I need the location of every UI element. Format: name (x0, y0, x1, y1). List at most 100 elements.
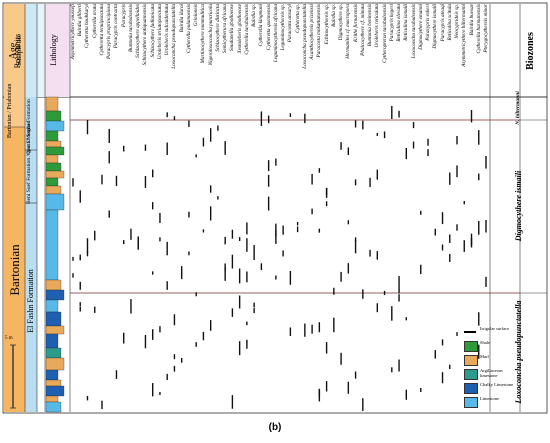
occurrence-mark (152, 169, 154, 178)
occurrence-mark (333, 287, 335, 295)
occurrence-mark (354, 371, 357, 379)
occurrence-mark (137, 240, 139, 249)
occurrence-mark (260, 263, 263, 271)
lithology-layer (45, 170, 65, 179)
legend-item: Irrigular surface (462, 326, 520, 338)
occurrence-mark (347, 147, 350, 155)
occurrence-mark (202, 137, 205, 147)
occurrence-mark (325, 342, 328, 354)
occurrence-mark (449, 253, 451, 262)
occurrence-mark (412, 122, 415, 129)
occurrence-mark (485, 156, 487, 169)
occurrence-mark (144, 176, 147, 188)
occurrence-mark (79, 190, 81, 203)
legend-color-swatch (464, 397, 478, 408)
legend: Irrigular surface Shale Marl Argillaceous l… (462, 326, 520, 414)
occurrence-mark (115, 370, 118, 379)
legend-label: Irrigular surface (480, 326, 510, 331)
occurrence-mark (311, 324, 313, 334)
lithology-layer (45, 140, 62, 148)
occurrence-mark (318, 168, 321, 173)
occurrence-mark (224, 266, 226, 281)
occurrence-mark (441, 212, 444, 225)
legend-color-swatch (464, 369, 478, 380)
legend-label: Shale (480, 340, 490, 345)
occurrence-mark (354, 120, 357, 128)
occurrence-mark (115, 175, 118, 187)
occurrence-mark (449, 364, 451, 369)
occurrence-mark (354, 239, 357, 254)
occurrence-mark (347, 263, 350, 274)
occurrence-mark (325, 381, 328, 392)
occurrence-mark (405, 148, 407, 160)
body-frame (2, 96, 548, 414)
occurrence-mark (420, 264, 422, 275)
occurrence-mark (79, 254, 81, 261)
occurrence-mark (347, 381, 350, 394)
age-priabonian-label: Bartonian / Priabonian (7, 83, 13, 138)
occurrence-mark (412, 141, 415, 149)
occurrence-mark (296, 226, 299, 233)
legend-line-swatch (464, 331, 476, 333)
occurrence-mark (231, 254, 234, 269)
occurrence-mark (253, 302, 255, 308)
occurrence-mark (362, 120, 364, 130)
occurrence-mark (173, 365, 176, 372)
occurrence-mark (383, 290, 386, 296)
occurrence-mark (325, 187, 328, 198)
occurrence-mark (318, 322, 321, 333)
legend-item: Chalky Limestone (462, 382, 520, 394)
occurrence-mark (159, 237, 161, 242)
occurrence-mark (420, 210, 422, 215)
formation-lower-label: El Fashn Formation (26, 269, 35, 333)
legend-color-swatch (464, 355, 478, 366)
occurrence-mark (209, 320, 212, 331)
figure-caption: (b) (268, 422, 282, 433)
occurrence-mark (195, 342, 197, 347)
occurrence-mark (166, 142, 168, 156)
occurrence-mark (282, 225, 284, 235)
occurrence-mark (202, 229, 205, 233)
legend-label: Argillaceous limestone (480, 368, 503, 378)
occurrence-mark (202, 331, 205, 341)
occurrence-mark (441, 244, 444, 251)
occurrence-mark (173, 354, 176, 360)
age-priabonian-cell (4, 97, 25, 127)
occurrence-mark (398, 359, 400, 372)
rock-units-header-cell (25, 4, 37, 97)
occurrence-mark (304, 113, 306, 124)
sample-header-cell (37, 4, 45, 97)
occurrence-mark (238, 341, 241, 356)
occurrence-mark (318, 228, 321, 233)
occurrence-mark (354, 179, 357, 186)
lithology-layer (45, 289, 65, 301)
occurrence-mark (362, 398, 364, 411)
occurrence-mark (108, 128, 110, 144)
occurrence-mark (166, 373, 168, 381)
occurrence-mark (159, 212, 161, 223)
occurrence-mark (238, 295, 241, 309)
occurrence-mark (478, 344, 480, 359)
lithology-header-cell (45, 4, 70, 97)
occurrence-mark (282, 250, 284, 257)
occurrence-mark (173, 116, 176, 121)
lithology-layer (45, 154, 59, 164)
lithology-layer (45, 357, 65, 371)
occurrence-mark (231, 229, 234, 239)
occurrence-mark (144, 144, 147, 151)
occurrence-mark (86, 395, 89, 401)
occurrence-mark (246, 238, 248, 252)
biozones-header: Biozones (525, 32, 536, 70)
occurrence-mark (267, 196, 270, 211)
occurrence-mark (195, 292, 197, 297)
occurrence-mark (123, 145, 125, 152)
lithology-layer (45, 385, 65, 397)
occurrence-mark (427, 149, 429, 157)
occurrence-mark (246, 271, 248, 283)
lithology-layer (45, 193, 65, 211)
occurrence-mark (275, 275, 277, 280)
occurrence-mark (152, 329, 154, 340)
occurrence-mark (478, 312, 480, 326)
